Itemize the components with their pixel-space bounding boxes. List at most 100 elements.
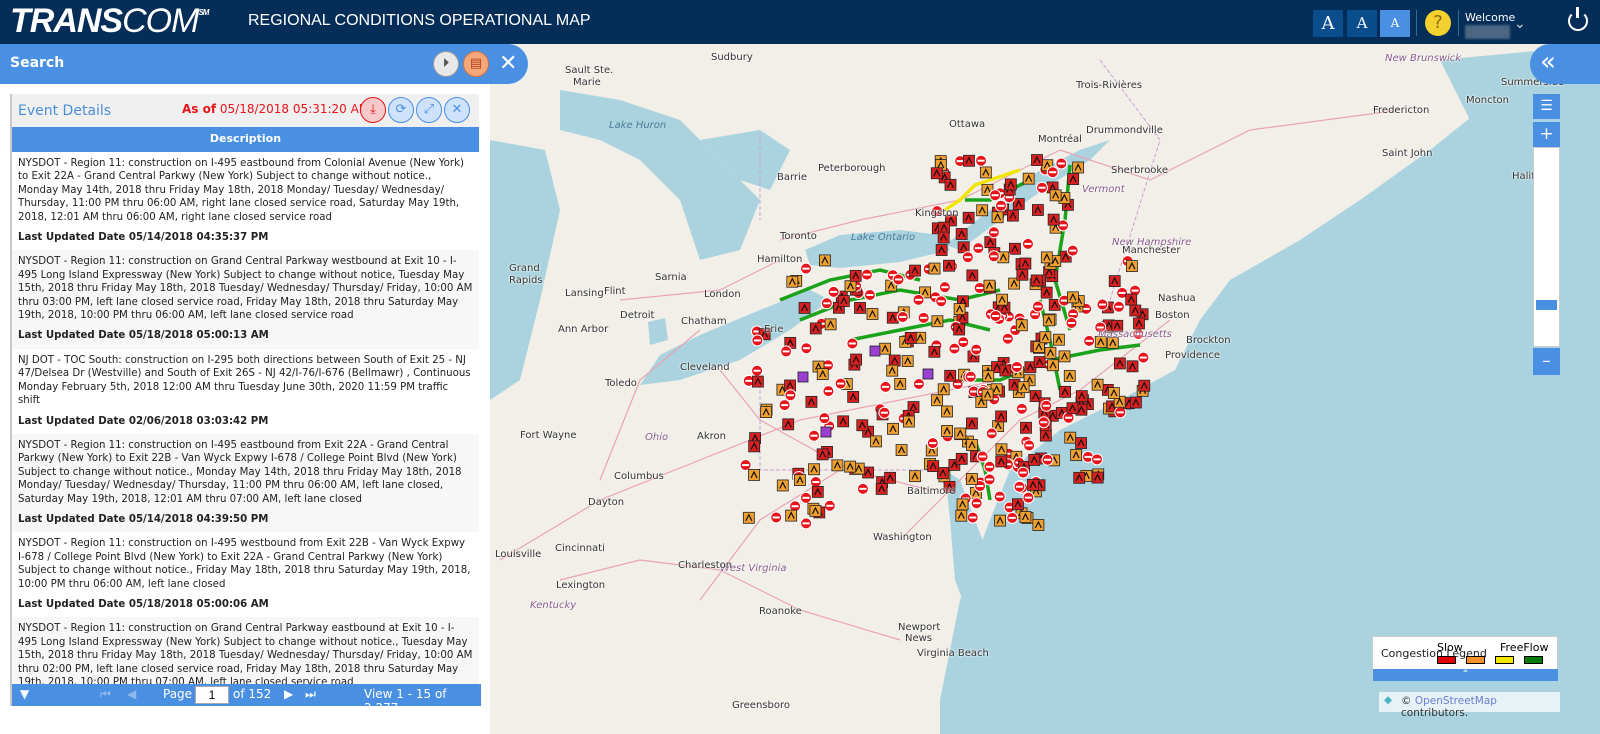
zoom-slider-handle[interactable] <box>1536 300 1557 310</box>
worker-glyph <box>977 397 985 406</box>
incident-icon <box>1039 331 1052 344</box>
map-place-label: Ann Arbor <box>558 324 609 335</box>
expand-icon[interactable]: ⤢ <box>416 97 442 123</box>
event-row[interactable]: NYSDOT - Region 11: construction on I-49… <box>12 532 479 617</box>
road-closed-bar <box>1004 463 1012 466</box>
map-place-label: Toronto <box>780 231 817 242</box>
construction-icon <box>943 481 956 493</box>
incident-icon <box>1072 161 1085 174</box>
prev-page-icon[interactable]: ◀ <box>127 687 137 701</box>
construction-icon <box>999 364 1012 377</box>
construction-icon <box>782 418 795 431</box>
zoom-slider[interactable] <box>1533 147 1560 347</box>
collapse-panel-button[interactable]: « <box>1530 44 1600 84</box>
construction-icon <box>811 485 824 498</box>
road-closed-bar <box>802 496 810 499</box>
description-column-header[interactable]: Description <box>12 127 479 152</box>
help-button[interactable]: ? <box>1425 10 1451 36</box>
top-bar: TRANSCOMSM REGIONAL CONDITIONS OPERATION… <box>0 0 1600 44</box>
event-row[interactable]: NYSDOT - Region 11: construction on Gran… <box>12 250 479 349</box>
construction-icon <box>809 322 822 335</box>
road-closed-bar <box>1005 196 1013 199</box>
pin-icon[interactable]: ⏵ <box>433 51 459 77</box>
road-line <box>619 259 781 301</box>
road-closed-bar <box>742 464 750 467</box>
layers-icon[interactable]: ☰ <box>1533 94 1560 119</box>
road-closed-bar <box>1006 506 1014 509</box>
clipboard-settings-icon[interactable]: ▤ <box>463 51 489 77</box>
worker-glyph <box>787 511 795 519</box>
download-icon[interactable]: ⤓ <box>360 97 386 123</box>
road-closed-bar <box>976 286 984 289</box>
worker-glyph <box>965 213 973 222</box>
zoom-in-button[interactable]: + <box>1533 122 1560 147</box>
font-size-small-button[interactable]: A <box>1380 10 1410 37</box>
openstreetmap-link[interactable]: OpenStreetMap <box>1414 695 1497 707</box>
event-row[interactable]: NJ DOT - TOC South: construction on I-29… <box>12 349 479 434</box>
font-size-large-button[interactable]: A <box>1313 10 1343 37</box>
road-closed-bar <box>1024 496 1032 499</box>
page-label: Page <box>163 687 193 701</box>
map-place-label: Trois-Rivières <box>1076 80 1143 91</box>
worker-glyph <box>1055 335 1063 343</box>
font-size-medium-button[interactable]: A <box>1347 10 1377 37</box>
close-details-icon[interactable]: ✕ <box>444 97 470 123</box>
legend-toggle-button[interactable]: ⌃ <box>1373 669 1558 681</box>
event-row[interactable]: NYSDOT - Region 11: construction on Gran… <box>12 617 479 684</box>
user-menu-chevron-icon[interactable]: ⌄ <box>1514 16 1526 32</box>
road-closed-bar <box>1131 289 1139 292</box>
construction-icon <box>1040 286 1053 299</box>
worker-glyph <box>997 457 1005 465</box>
last-page-icon[interactable]: ⏭ <box>305 687 316 701</box>
event-row[interactable]: NYSDOT - Region 11: construction on I-49… <box>12 433 479 533</box>
close-search-icon[interactable]: ✕ <box>499 51 518 76</box>
worker-glyph <box>957 511 965 519</box>
road-closed-bar <box>954 383 962 386</box>
map-place-label: Fredericton <box>1373 105 1430 116</box>
map-place-label: West Virginia <box>720 563 787 574</box>
worker-glyph <box>811 506 819 515</box>
construction-icon <box>936 467 949 479</box>
worker-glyph <box>745 513 753 522</box>
worker-glyph <box>762 407 770 416</box>
road-closed-bar <box>1069 249 1077 252</box>
event-updated-date: Last Updated Date 05/14/2018 04:39:50 PM <box>18 513 269 525</box>
incident-icon <box>1047 359 1059 372</box>
event-list[interactable]: NYSDOT - Region 11: construction on I-49… <box>12 152 479 684</box>
road-closed-bar <box>894 278 902 281</box>
incident-icon <box>931 315 944 328</box>
road-closed-bar <box>973 502 981 505</box>
worker-glyph <box>1066 433 1074 441</box>
incident-icon <box>886 364 899 377</box>
road-closed-bar <box>1049 171 1057 174</box>
event-description: NYSDOT - Region 11: construction on I-49… <box>18 439 462 505</box>
zoom-out-button[interactable]: – <box>1533 348 1560 375</box>
map-place-label: Drummondville <box>1086 125 1163 136</box>
worker-glyph <box>1077 438 1085 447</box>
filter-icon[interactable]: ▼ <box>20 687 30 701</box>
worker-glyph <box>1050 215 1058 223</box>
incident-icon <box>1125 260 1138 272</box>
worker-glyph <box>907 333 915 342</box>
event-row[interactable]: NYSDOT - Region 11: construction on I-49… <box>12 152 479 250</box>
incident-icon <box>928 262 941 275</box>
map-place-label: Sarnia <box>655 272 687 283</box>
road-closed-bar <box>1040 421 1048 424</box>
road-closed-bar <box>1059 224 1067 227</box>
worker-glyph <box>1116 359 1124 367</box>
incident-icon <box>955 509 968 522</box>
event-details-title: Event Details <box>18 103 112 119</box>
construction-icon <box>748 440 761 453</box>
map-canvas[interactable]: Sault Ste. Marie Sudbury Ottawa Trois-Rivièr… <box>0 44 1600 734</box>
worker-glyph <box>852 271 860 280</box>
incident-icon <box>1017 381 1030 394</box>
road-closed-bar <box>848 342 856 345</box>
first-page-icon[interactable]: ⏮ <box>100 687 111 701</box>
worker-glyph <box>993 362 1001 371</box>
logout-power-icon[interactable] <box>1568 7 1588 31</box>
next-page-icon[interactable]: ▶ <box>284 687 294 701</box>
road-line <box>899 319 1171 541</box>
worker-glyph <box>881 344 889 352</box>
refresh-filter-icon[interactable]: ⟳ <box>388 97 414 123</box>
page-input[interactable] <box>195 686 229 704</box>
